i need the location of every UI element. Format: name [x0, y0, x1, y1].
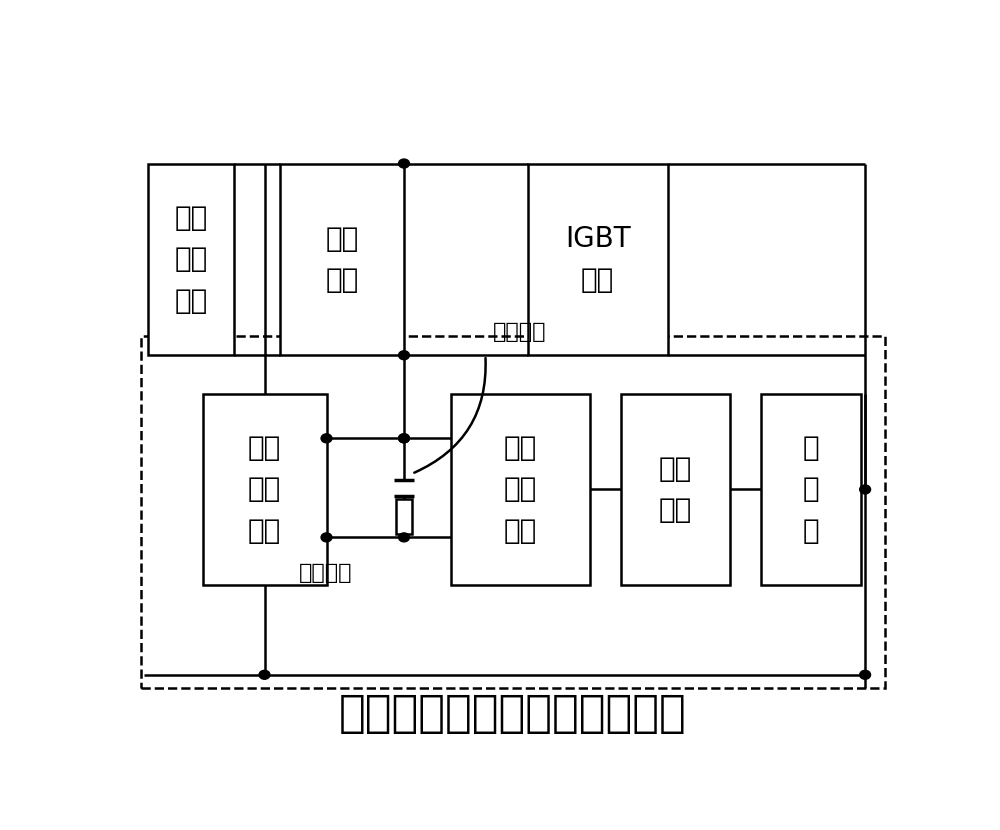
- Text: 直流
电源
电路: 直流 电源 电路: [248, 434, 281, 544]
- Circle shape: [860, 485, 871, 494]
- Text: 检测电容: 检测电容: [493, 323, 547, 343]
- Text: IGBT
模组: IGBT 模组: [565, 225, 631, 294]
- Text: 控
制
器: 控 制 器: [803, 434, 819, 544]
- Circle shape: [259, 671, 270, 679]
- Text: 峰值
检测
电路: 峰值 检测 电路: [504, 434, 537, 544]
- Circle shape: [860, 671, 871, 679]
- Bar: [761, 393, 861, 585]
- Text: 检测电阻: 检测电阻: [299, 563, 353, 583]
- Bar: [528, 164, 668, 355]
- Text: 变频器母线电容在线检测装置: 变频器母线电容在线检测装置: [339, 691, 686, 735]
- Bar: [140, 336, 885, 687]
- Circle shape: [399, 351, 409, 359]
- Circle shape: [399, 159, 409, 168]
- Bar: [280, 164, 404, 355]
- Bar: [621, 393, 730, 585]
- Bar: [450, 393, 590, 585]
- Circle shape: [321, 434, 332, 442]
- Bar: [396, 499, 412, 534]
- Bar: [148, 164, 234, 355]
- Circle shape: [321, 533, 332, 542]
- Circle shape: [399, 434, 409, 442]
- Circle shape: [399, 533, 409, 542]
- Text: 三相
电源
开关: 三相 电源 开关: [174, 204, 208, 315]
- Circle shape: [399, 434, 409, 442]
- Text: 隔离
电路: 隔离 电路: [659, 455, 692, 524]
- Text: 母线
电容: 母线 电容: [325, 225, 359, 294]
- Bar: [202, 393, 326, 585]
